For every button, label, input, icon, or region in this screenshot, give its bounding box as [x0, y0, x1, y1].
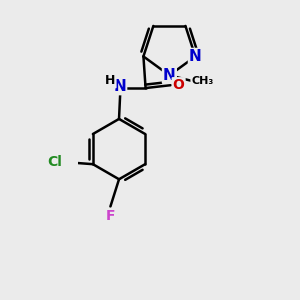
Text: CH₃: CH₃ [191, 76, 214, 86]
Text: F: F [106, 209, 115, 223]
Text: N: N [113, 79, 126, 94]
Text: Cl: Cl [47, 155, 62, 169]
Text: N: N [163, 68, 176, 83]
Text: O: O [173, 78, 184, 92]
Text: N: N [189, 49, 202, 64]
Text: H: H [105, 74, 116, 87]
